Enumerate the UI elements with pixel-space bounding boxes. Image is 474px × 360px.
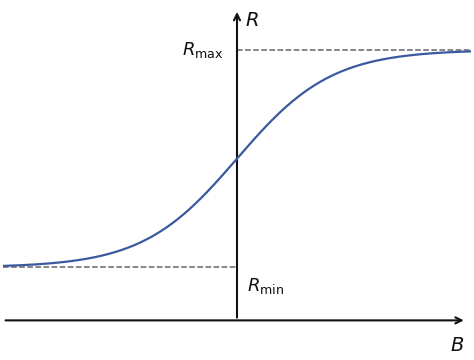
Text: $R$: $R$ [245,12,258,30]
Text: $R_{\rm min}$: $R_{\rm min}$ [247,276,285,296]
Text: $B$: $B$ [450,337,464,355]
Text: $R_{\rm max}$: $R_{\rm max}$ [182,40,224,60]
